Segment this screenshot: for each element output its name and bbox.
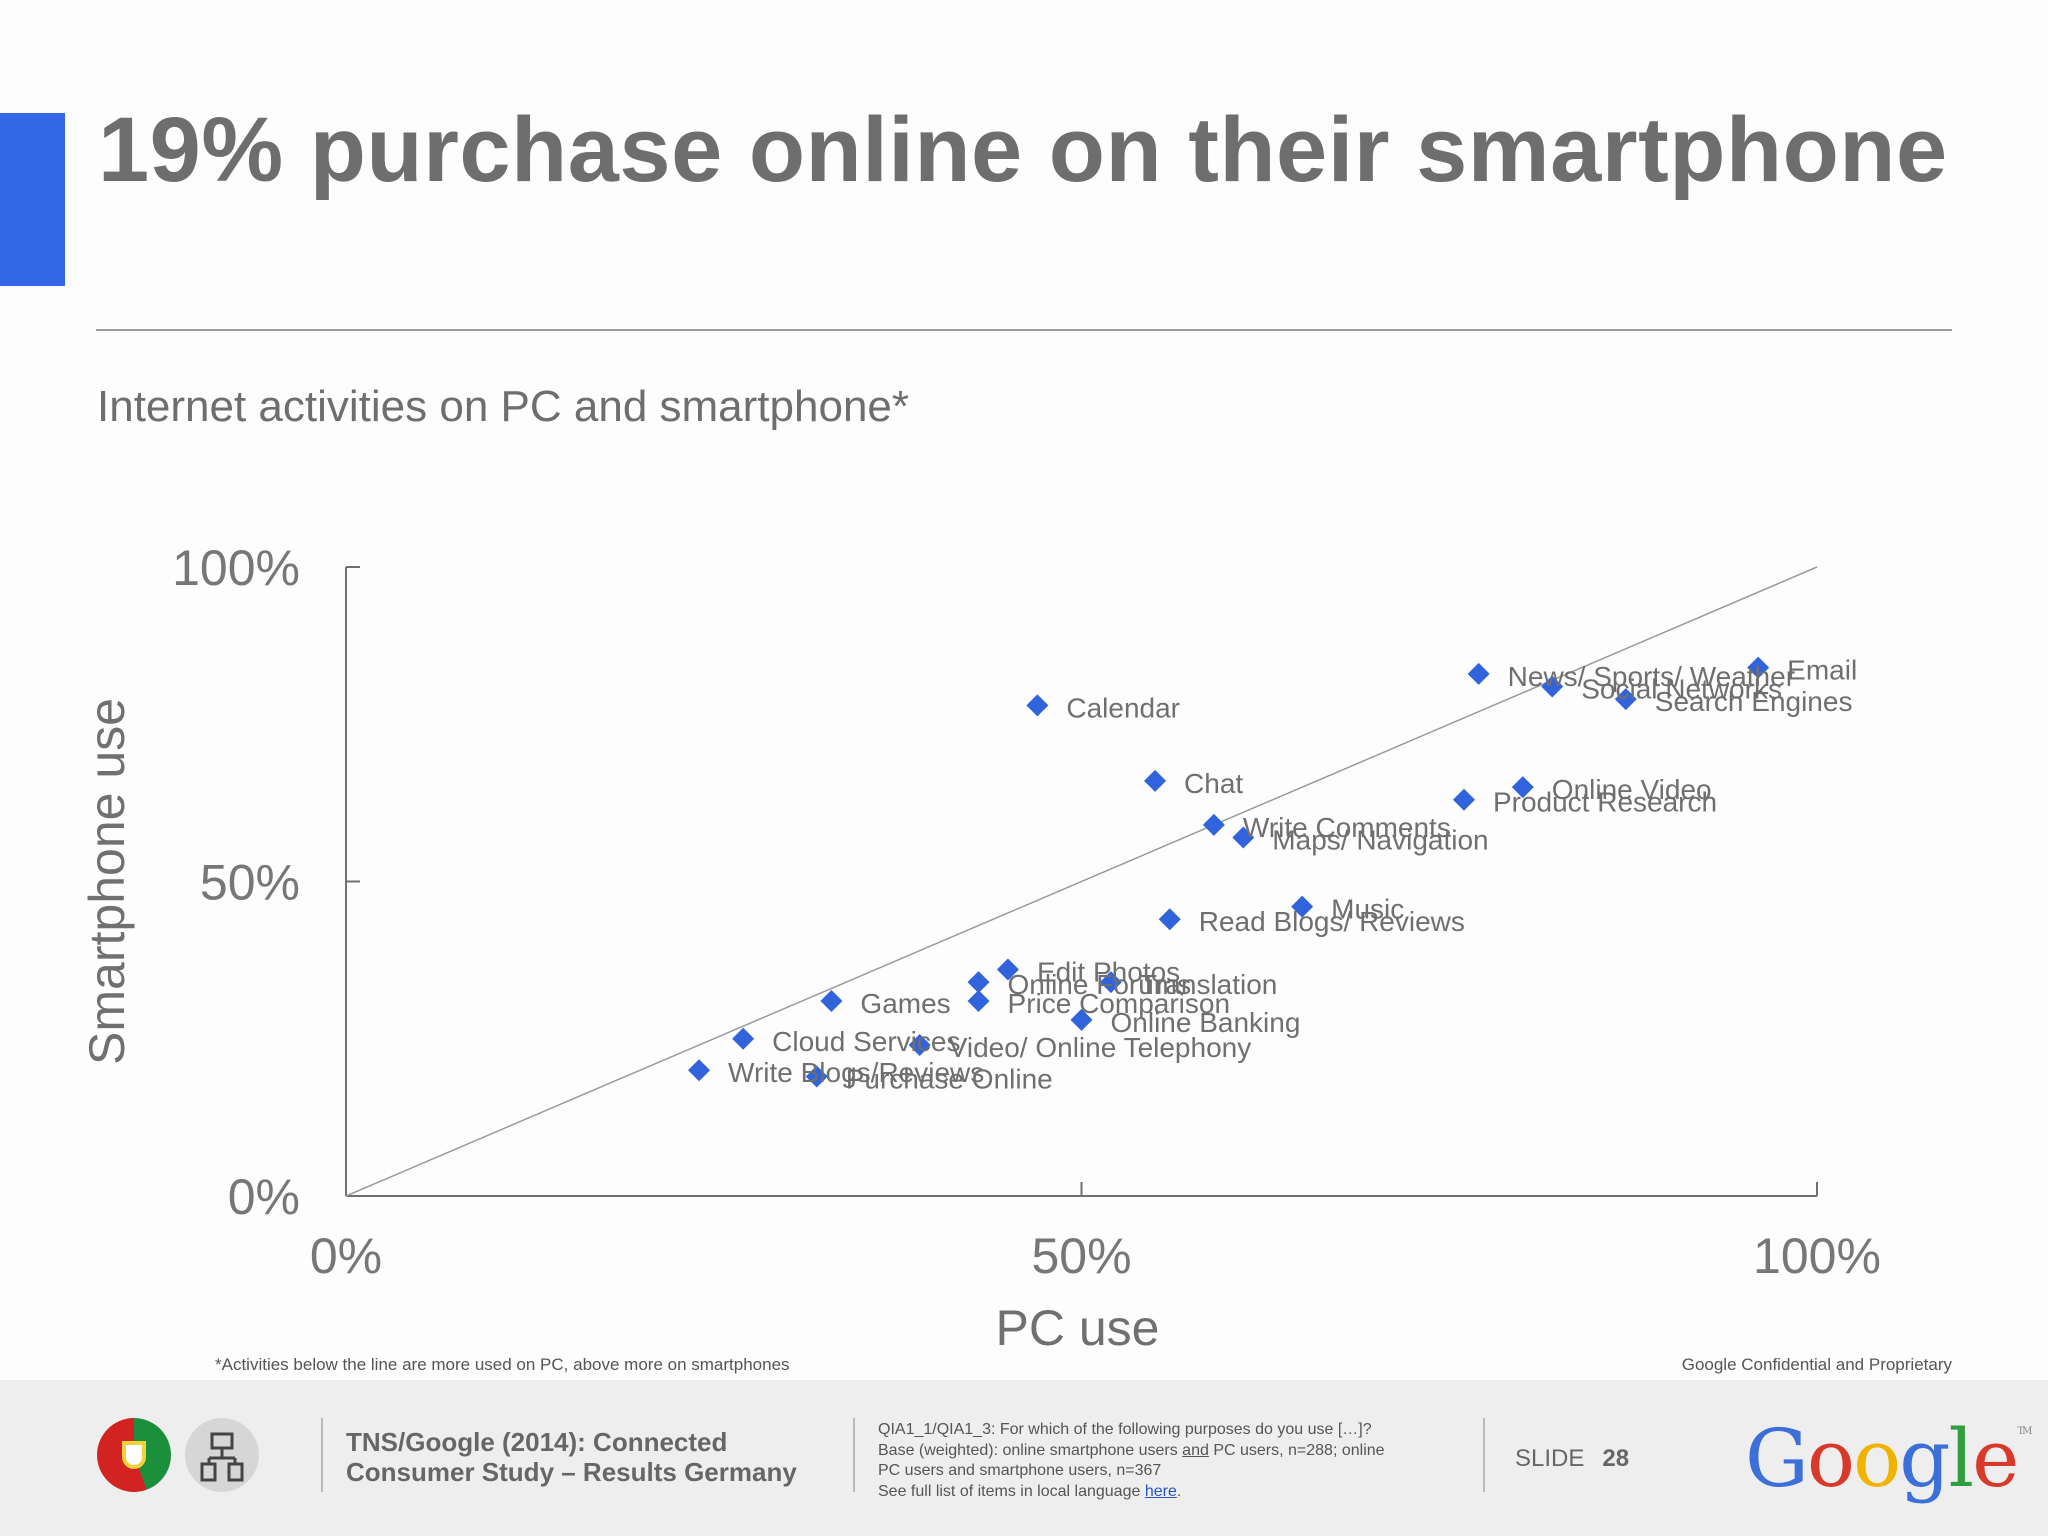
slide-number-value: 28 — [1602, 1445, 1630, 1472]
data-point — [1467, 662, 1490, 685]
data-point — [1026, 694, 1049, 717]
footer-separator — [853, 1418, 855, 1492]
slide-label: SLIDE — [1515, 1445, 1585, 1472]
google-logo-letters: Google — [1745, 1412, 2019, 1505]
google-logo-letter: l — [1948, 1412, 1974, 1505]
source-line-2: Consumer Study – Results Germany — [346, 1457, 797, 1487]
google-logo-letter: g — [1899, 1412, 1950, 1505]
data-point-label: Edit Photos — [1037, 957, 1180, 988]
google-logo: GoogleTM — [1745, 1412, 2032, 1505]
data-point-label: Translation — [1140, 969, 1277, 1000]
data-point — [1070, 1008, 1093, 1031]
portugal-flag-icon — [97, 1418, 171, 1492]
slide-number: SLIDE 28 — [1515, 1445, 1629, 1473]
data-point-label: Purchase Online — [846, 1063, 1053, 1094]
google-logo-letter: G — [1745, 1412, 1809, 1505]
y-tick-label: 0% — [228, 1169, 300, 1225]
devices-icon — [185, 1418, 259, 1492]
data-point-label: Product Research — [1493, 787, 1717, 818]
data-point — [967, 971, 990, 994]
data-point-label: Chat — [1184, 768, 1243, 799]
data-point — [1144, 769, 1167, 792]
data-point-label: Calendar — [1066, 692, 1180, 723]
y-tick-label: 100% — [172, 540, 300, 596]
x-tick-label: 50% — [1031, 1228, 1131, 1284]
data-point-label: Social Networks — [1581, 674, 1782, 705]
chart-axes: 0% 50% 100% 0% 50% 100% PC use Smartphone use — [79, 540, 1881, 1356]
confidential-notice: Google Confidential and Proprietary — [1681, 1355, 1952, 1374]
x-axis-title: PC use — [996, 1300, 1160, 1356]
data-point — [1291, 895, 1314, 918]
y-axis-title: Smartphone use — [79, 698, 135, 1065]
footer-separator — [1483, 1418, 1485, 1492]
data-point — [967, 990, 990, 1013]
footer — [0, 1380, 2048, 1536]
accent-bar — [0, 113, 65, 286]
data-point-label: Online Video — [1552, 774, 1712, 805]
data-point-label: Cloud Services — [772, 1026, 960, 1057]
data-point-label: Online Forums — [1008, 969, 1192, 1000]
diagonal-reference-line — [345, 566, 1818, 1197]
source-line-1: TNS/Google (2014): Connected — [346, 1427, 728, 1457]
y-tick-label: 50% — [200, 855, 300, 911]
x-tick-label: 100% — [1753, 1228, 1881, 1284]
data-point-label: Search Engines — [1655, 686, 1853, 717]
base-line-2: Base (weighted): online smartphone users… — [878, 1441, 1438, 1462]
data-point-label: News/ Sports/ Weather — [1508, 661, 1795, 692]
google-logo-letter: o — [1806, 1412, 1855, 1505]
chart-points — [688, 656, 1770, 1088]
base-line-2-underlined: and — [1182, 1441, 1209, 1459]
data-point — [805, 1065, 828, 1088]
base-line-4-suffix: . — [1176, 1482, 1182, 1500]
footer-separator — [321, 1418, 323, 1492]
source-citation: TNS/Google (2014): Connected Consumer St… — [346, 1427, 846, 1487]
data-point-label: Price Comparison — [1008, 988, 1231, 1019]
base-line-1: QIA1_1/QIA1_3: For which of the followin… — [878, 1421, 1372, 1438]
data-point — [732, 1027, 755, 1050]
data-point — [1614, 688, 1637, 711]
data-point — [688, 1059, 711, 1082]
data-point-label: Read Blogs/ Reviews — [1199, 906, 1465, 937]
base-line-4-prefix: See full list of items in local language — [878, 1482, 1145, 1500]
base-line-3: PC users and smartphone users, n=367 — [878, 1462, 1162, 1479]
pc-smartphone-icon — [200, 1432, 244, 1482]
data-point-label: Video/ Online Telephony — [949, 1032, 1252, 1063]
data-point — [996, 958, 1019, 981]
data-point — [1452, 788, 1475, 811]
data-point-label: Write Comments — [1243, 812, 1451, 843]
data-point — [1541, 675, 1564, 698]
x-tick-label: 0% — [310, 1228, 382, 1284]
data-point-label: Email — [1787, 655, 1857, 686]
here-link[interactable]: here — [1144, 1482, 1177, 1500]
data-point — [1158, 908, 1181, 931]
data-point — [1511, 776, 1534, 799]
data-point-label: Maps/ Navigation — [1272, 824, 1488, 855]
data-point — [1202, 813, 1225, 836]
data-point — [820, 990, 843, 1013]
google-logo-letter: e — [1972, 1412, 2019, 1505]
data-point — [908, 1034, 931, 1057]
google-logo-tm: TM — [2017, 1426, 2032, 1437]
chart-subtitle: Internet activities on PC and smartphone… — [97, 382, 910, 431]
base-line-4: See full list of items in local language… — [878, 1482, 1438, 1503]
flag-shield-icon — [122, 1441, 146, 1469]
data-point — [1232, 826, 1255, 849]
data-point — [1099, 971, 1122, 994]
slide-title: 19% purchase online on their smartphone — [98, 99, 1948, 201]
google-logo-letter: o — [1853, 1412, 1901, 1505]
data-point-label: Music — [1331, 894, 1404, 925]
base-note: QIA1_1/QIA1_3: For which of the followin… — [878, 1420, 1438, 1502]
scatter-chart: 0% 50% 100% 0% 50% 100% PC use Smartphone use E… — [79, 540, 1881, 1356]
title-divider — [96, 329, 1952, 331]
base-line-2-suffix: PC users, n=288; online — [1208, 1441, 1385, 1459]
base-line-2-prefix: Base (weighted): online smartphone users — [878, 1441, 1183, 1459]
data-point-label: Online Banking — [1111, 1007, 1301, 1038]
data-point-label: Games — [860, 988, 950, 1019]
chart-footnote: *Activities below the line are more used… — [215, 1355, 790, 1374]
data-point-label: Write Blogs/Reviews — [728, 1057, 984, 1088]
data-point — [1747, 656, 1770, 679]
